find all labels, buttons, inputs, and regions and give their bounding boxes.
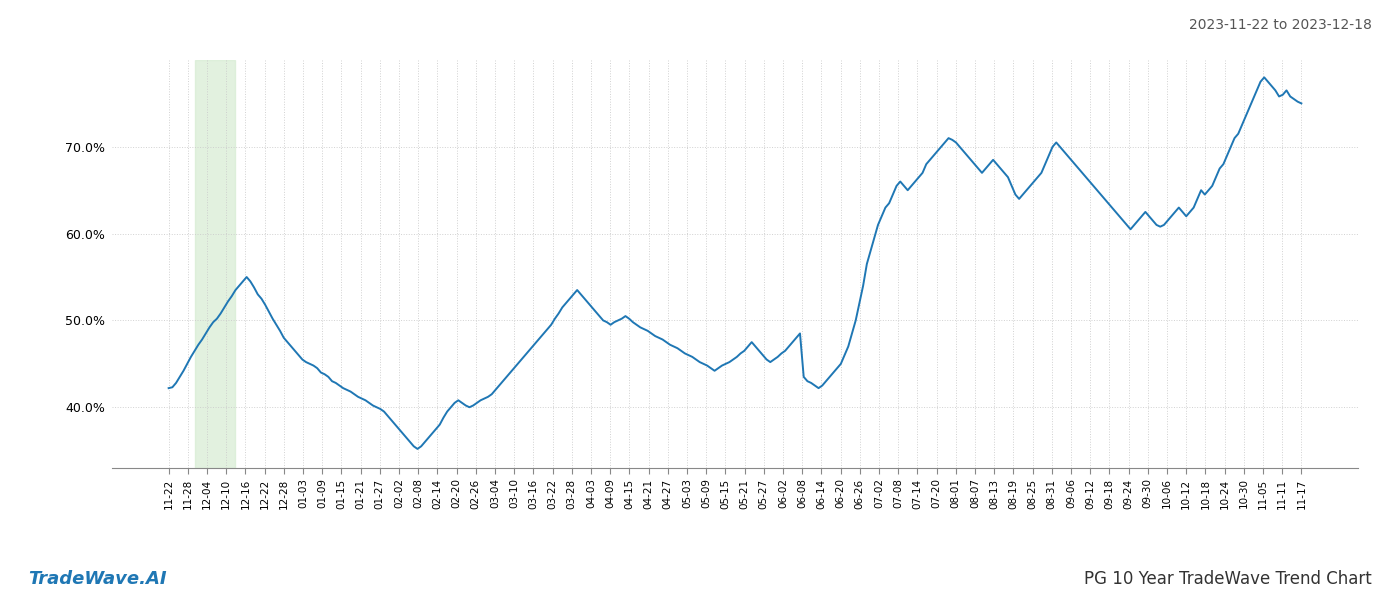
Text: PG 10 Year TradeWave Trend Chart: PG 10 Year TradeWave Trend Chart <box>1084 570 1372 588</box>
Bar <box>195 60 235 468</box>
Text: TradeWave.AI: TradeWave.AI <box>28 570 167 588</box>
Text: 2023-11-22 to 2023-12-18: 2023-11-22 to 2023-12-18 <box>1189 18 1372 32</box>
